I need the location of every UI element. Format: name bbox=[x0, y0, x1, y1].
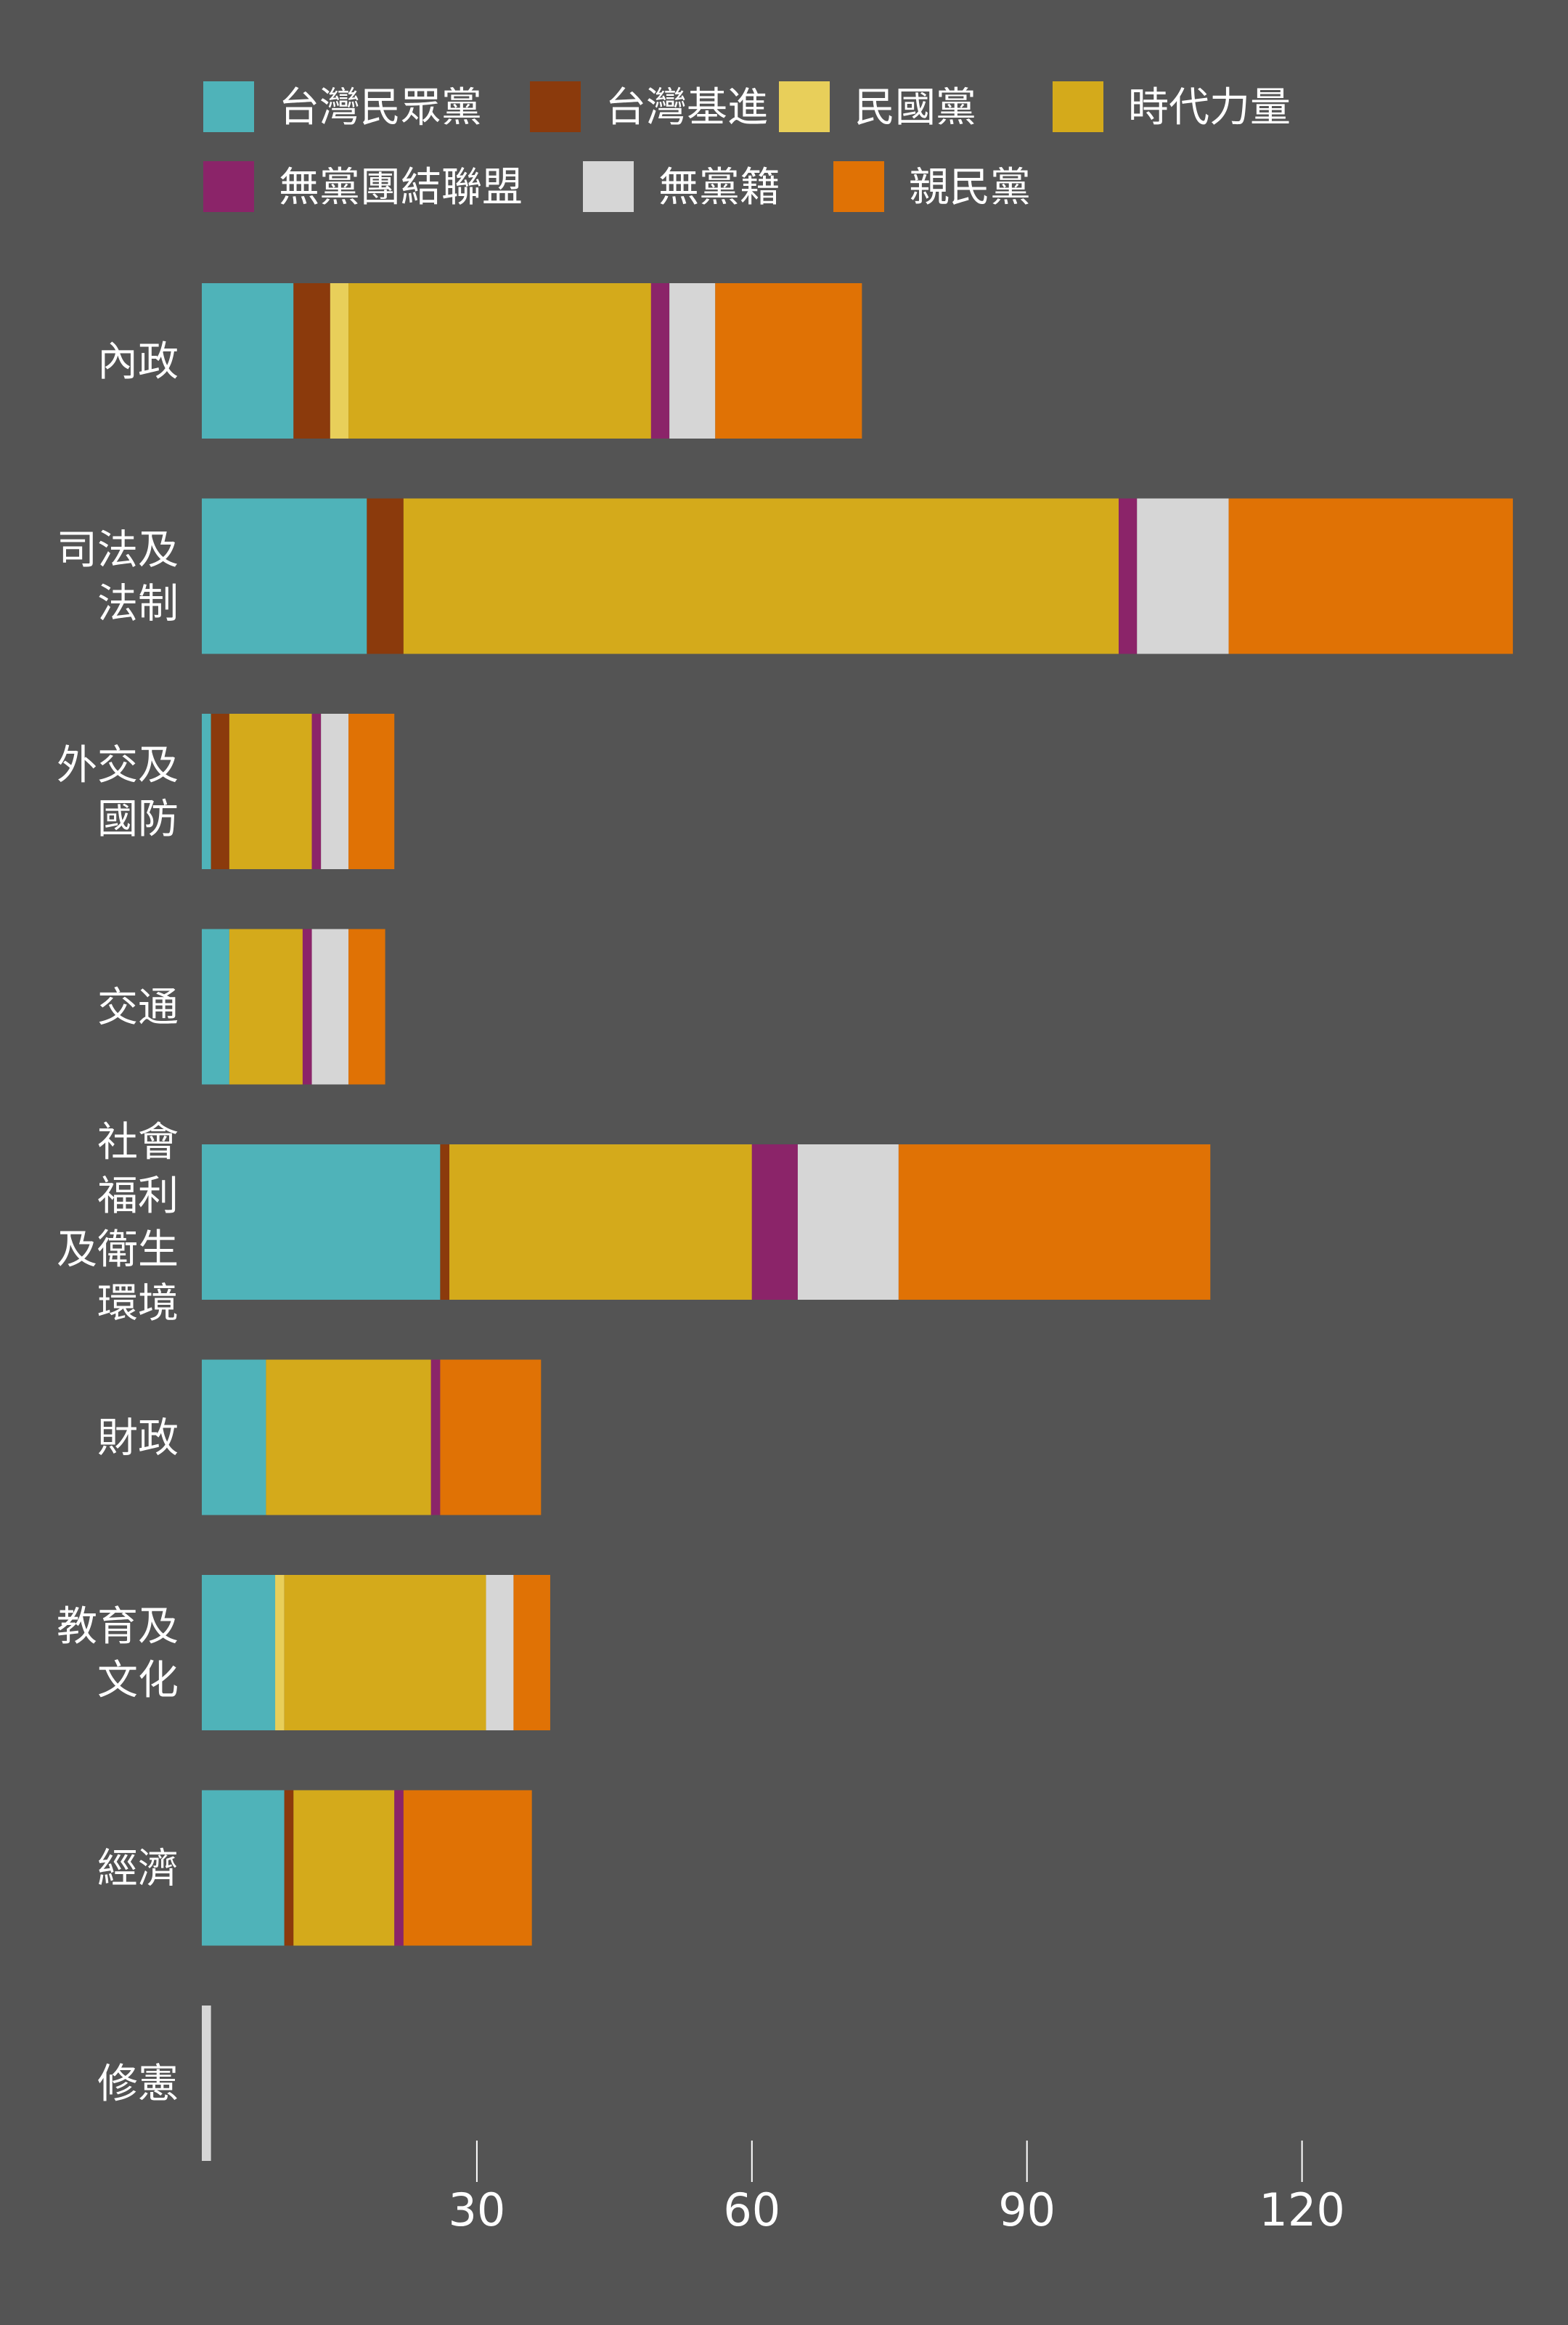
bar-segment bbox=[797, 1144, 899, 1300]
bar-segment bbox=[898, 1144, 1211, 1300]
bar-segment bbox=[275, 1575, 285, 1730]
bar-segment bbox=[266, 1359, 431, 1515]
category-label: 及衛生 bbox=[57, 1226, 179, 1274]
category-label: 交通 bbox=[97, 985, 179, 1032]
bar-segment bbox=[715, 283, 862, 439]
category-label: 教育及 bbox=[57, 1603, 179, 1650]
legend-swatch bbox=[1053, 81, 1103, 132]
bar-segment bbox=[284, 1575, 486, 1730]
category-label: 經濟 bbox=[97, 1846, 179, 1893]
legend-label: 無黨團結聯盟 bbox=[279, 164, 523, 211]
bar-segment bbox=[293, 1790, 395, 1946]
x-tick-label: 120 bbox=[1259, 2183, 1344, 2236]
bar-segment bbox=[284, 1790, 294, 1946]
legend-swatch bbox=[203, 161, 254, 212]
legend-label: 親民黨 bbox=[909, 164, 1031, 211]
bar-segment bbox=[229, 929, 303, 1085]
bar-segment bbox=[330, 283, 349, 439]
bar-segment bbox=[1228, 498, 1514, 654]
bar-segment bbox=[202, 1575, 276, 1730]
x-tick-label: 90 bbox=[998, 2183, 1055, 2236]
legend-swatch bbox=[583, 161, 634, 212]
bar-segment bbox=[202, 929, 229, 1085]
x-tick-label: 30 bbox=[448, 2183, 505, 2236]
category-label: 社會 bbox=[97, 1119, 179, 1166]
category-label: 內政 bbox=[97, 338, 179, 386]
bar-segment bbox=[1137, 498, 1229, 654]
bar-segment bbox=[311, 714, 322, 869]
bar-segment bbox=[202, 498, 367, 654]
legend-label: 台灣民眾黨 bbox=[279, 84, 482, 131]
bar-segment bbox=[486, 1575, 514, 1730]
bar-segment bbox=[202, 1790, 285, 1946]
bar-segment bbox=[367, 498, 404, 654]
bar-segment bbox=[321, 714, 349, 869]
bar-segment bbox=[430, 1359, 441, 1515]
bar-segment bbox=[440, 1359, 542, 1515]
x-axis: 30 60 90 120 bbox=[448, 2141, 1345, 2236]
bar-segment bbox=[348, 283, 651, 439]
category-label: 福利 bbox=[97, 1173, 179, 1220]
bar-segment bbox=[302, 929, 312, 1085]
category-label: 修憲 bbox=[97, 2061, 179, 2108]
bar-segment bbox=[403, 1790, 532, 1946]
category-label: 文化 bbox=[97, 1657, 179, 1704]
category-label: 國防 bbox=[97, 796, 179, 843]
bar-segment bbox=[293, 283, 330, 439]
bar-segment bbox=[311, 929, 349, 1085]
bar-segment bbox=[669, 283, 716, 439]
bar-segment bbox=[202, 1359, 266, 1515]
bar-segment bbox=[394, 1790, 404, 1946]
bar-segment bbox=[202, 2006, 211, 2161]
legend-swatch bbox=[833, 161, 884, 212]
legend-label: 無黨籍 bbox=[658, 164, 780, 211]
bar-segment bbox=[229, 714, 312, 869]
bar-segment bbox=[403, 498, 1119, 654]
bar-segment bbox=[449, 1144, 752, 1300]
category-label: 司法及 bbox=[57, 527, 179, 574]
category-label: 外交及 bbox=[57, 742, 179, 789]
category-label: 法制 bbox=[97, 581, 179, 628]
bar-segment bbox=[348, 929, 385, 1085]
bar-segment bbox=[211, 714, 229, 869]
bar-segment bbox=[1119, 498, 1138, 654]
category-label: 財政 bbox=[97, 1415, 179, 1462]
bar-segment bbox=[650, 283, 670, 439]
bar-segment bbox=[513, 1575, 550, 1730]
bar-segment bbox=[751, 1144, 798, 1300]
bar-segment bbox=[440, 1144, 450, 1300]
legend-label: 時代力量 bbox=[1128, 84, 1291, 131]
bar-segment bbox=[202, 1144, 441, 1300]
legend-swatch bbox=[530, 81, 581, 132]
bars bbox=[202, 283, 1514, 2161]
legend-swatch bbox=[779, 81, 830, 132]
legend-label: 台灣基進 bbox=[605, 84, 768, 131]
x-tick-label: 60 bbox=[723, 2183, 780, 2236]
legend-label: 民國黨 bbox=[854, 84, 976, 131]
bar-segment bbox=[348, 714, 395, 869]
category-label: 環境 bbox=[97, 1280, 179, 1327]
bar-segment bbox=[202, 283, 294, 439]
legend-swatch bbox=[203, 81, 254, 132]
bar-segment bbox=[202, 714, 211, 869]
